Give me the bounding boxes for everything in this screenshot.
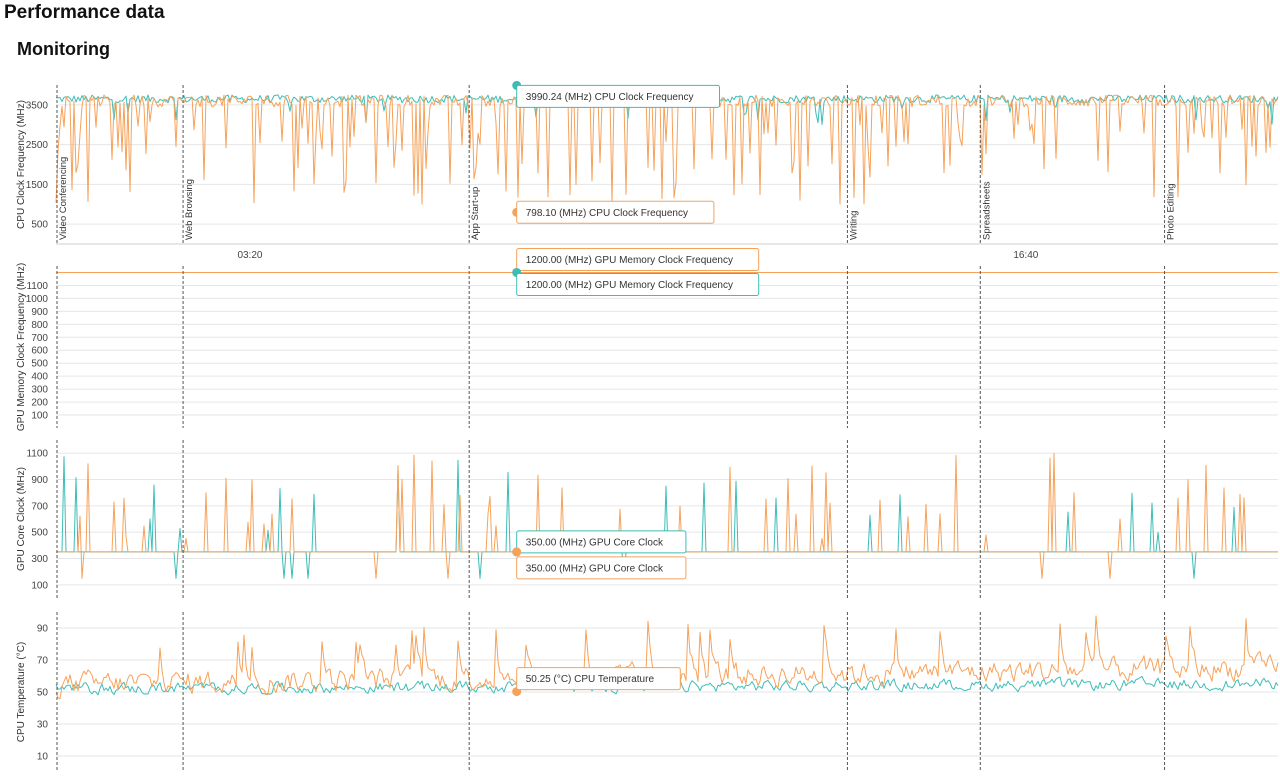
y-tick-label: 2500	[26, 140, 49, 151]
event-label: Writing	[848, 211, 859, 240]
y-tick-label: 200	[31, 398, 48, 409]
event-label: App Start-up	[470, 187, 481, 240]
y-tick-label: 100	[31, 411, 48, 422]
y-tick-label: 700	[31, 333, 48, 344]
y-tick-label: 90	[37, 624, 49, 635]
y-tick-label: 100	[31, 580, 48, 591]
section-title: Monitoring	[17, 39, 110, 59]
y-axis-label: CPU Temperature (°C)	[16, 642, 27, 743]
tooltip-text: 1200.00 (MHz) GPU Memory Clock Frequency	[526, 280, 733, 291]
y-tick-label: 10	[37, 752, 49, 763]
y-tick-label: 800	[31, 320, 48, 331]
tooltip-box	[516, 556, 687, 580]
y-axis-label: GPU Core Clock (MHz)	[16, 467, 27, 571]
y-tick-label: 70	[37, 656, 49, 667]
y-tick-label: 700	[31, 501, 48, 512]
tooltip-box	[516, 667, 681, 691]
y-tick-label: 1100	[26, 449, 48, 460]
y-tick-label: 900	[31, 475, 48, 486]
event-label: Video Conferencing	[58, 157, 69, 240]
tooltip-text: 350.00 (MHz) GPU Core Clock	[526, 563, 664, 574]
chart-cpu-temp: 10 30 50 70 90 CPU Temperature (°C) 50.25 (°C)…	[16, 612, 1279, 772]
y-tick-label: 30	[37, 720, 49, 731]
y-tick-label: 1100	[26, 281, 48, 292]
y-tick-label: 50	[37, 688, 49, 699]
y-tick-label: 600	[31, 346, 48, 357]
series-orange-line	[55, 94, 1279, 205]
y-axis-label: GPU Memory Clock Frequency (MHz)	[16, 263, 27, 431]
y-tick-label: 300	[31, 554, 48, 565]
tooltip-box	[516, 530, 687, 554]
tooltip-text: 3990.24 (MHz) CPU Clock Frequency	[526, 92, 694, 103]
y-tick-label: 900	[31, 307, 48, 318]
y-tick-label: 3500	[26, 100, 49, 111]
x-tick-label: 03:20	[237, 250, 262, 261]
y-tick-label: 1000	[26, 294, 49, 305]
y-tick-label: 500	[31, 220, 48, 231]
y-tick-label: 500	[31, 359, 48, 370]
tooltip-box	[516, 272, 760, 296]
page-title: Performance data	[4, 2, 165, 23]
tooltip-box	[516, 84, 721, 108]
tooltip-text: 798.10 (MHz) CPU Clock Frequency	[526, 208, 688, 219]
event-label: Photo Editing	[1166, 183, 1177, 240]
tooltip-text: 50.25 (°C) CPU Temperature	[526, 674, 655, 685]
tooltip-box	[516, 247, 760, 271]
cursor-point	[512, 547, 522, 557]
tooltip-text: 350.00 (MHz) GPU Core Clock	[526, 537, 664, 548]
x-tick-label: 16:40	[1013, 250, 1038, 261]
tooltip-box	[516, 200, 715, 224]
y-tick-label: 400	[31, 372, 48, 383]
tooltip-text: 1200.00 (MHz) GPU Memory Clock Frequency	[526, 255, 733, 266]
y-tick-label: 300	[31, 385, 48, 396]
y-tick-label: 1500	[26, 180, 49, 191]
chart-gpu-core-clock: 100 300 500 700 900 1100 GPU Core Clock (MHz) 3…	[16, 440, 1278, 598]
event-label: Spreadsheets	[981, 181, 992, 240]
y-tick-label: 500	[31, 528, 48, 539]
event-label: Web Browsing	[184, 179, 195, 240]
y-axis-label: CPU Clock Frequency (MHz)	[16, 100, 27, 229]
